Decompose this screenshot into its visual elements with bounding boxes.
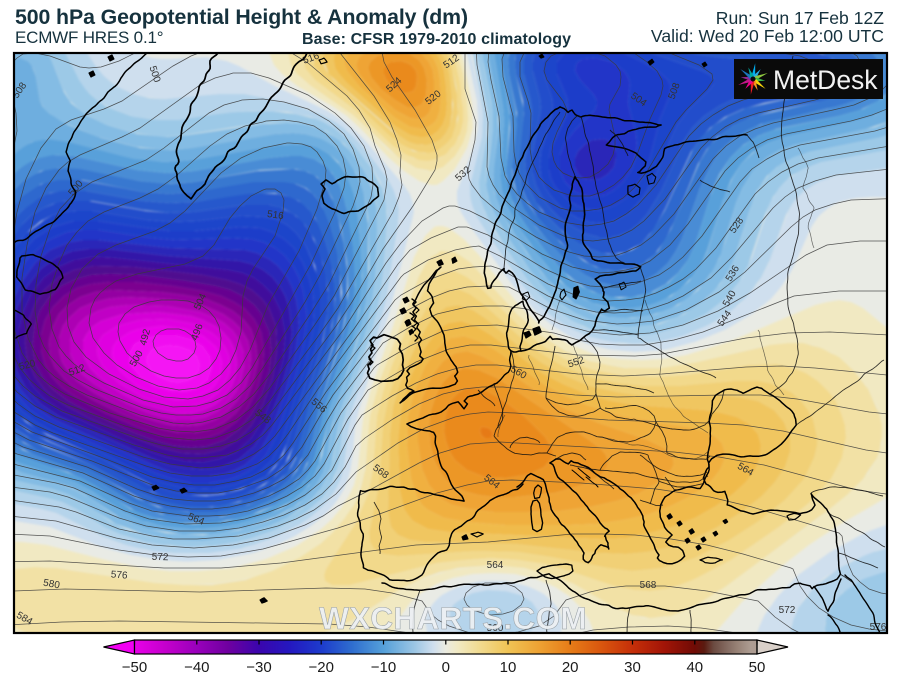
svg-text:520: 520 [18,358,37,373]
svg-text:40: 40 [686,659,703,676]
svg-text:492: 492 [138,327,153,346]
svg-text:−30: −30 [246,659,271,676]
svg-text:20: 20 [562,659,579,676]
svg-text:MetDesk: MetDesk [773,65,878,95]
svg-text:30: 30 [624,659,641,676]
svg-text:580: 580 [42,578,61,592]
svg-text:50: 50 [749,659,766,676]
svg-text:552: 552 [567,355,587,371]
svg-text:WXCHARTS.COM: WXCHARTS.COM [319,600,587,636]
svg-text:−10: −10 [371,659,396,676]
svg-text:568: 568 [640,580,657,591]
svg-text:516: 516 [266,209,284,222]
svg-text:564: 564 [487,560,504,571]
svg-text:−20: −20 [308,659,333,676]
svg-text:572: 572 [779,605,796,616]
svg-text:572: 572 [152,552,169,564]
svg-text:560: 560 [487,623,504,634]
svg-text:−50: −50 [122,659,147,676]
svg-text:10: 10 [500,659,517,676]
svg-text:576: 576 [110,569,128,581]
svg-text:0: 0 [442,659,450,676]
svg-text:−40: −40 [184,659,209,676]
svg-text:500: 500 [147,65,163,85]
svg-text:576: 576 [870,622,887,633]
